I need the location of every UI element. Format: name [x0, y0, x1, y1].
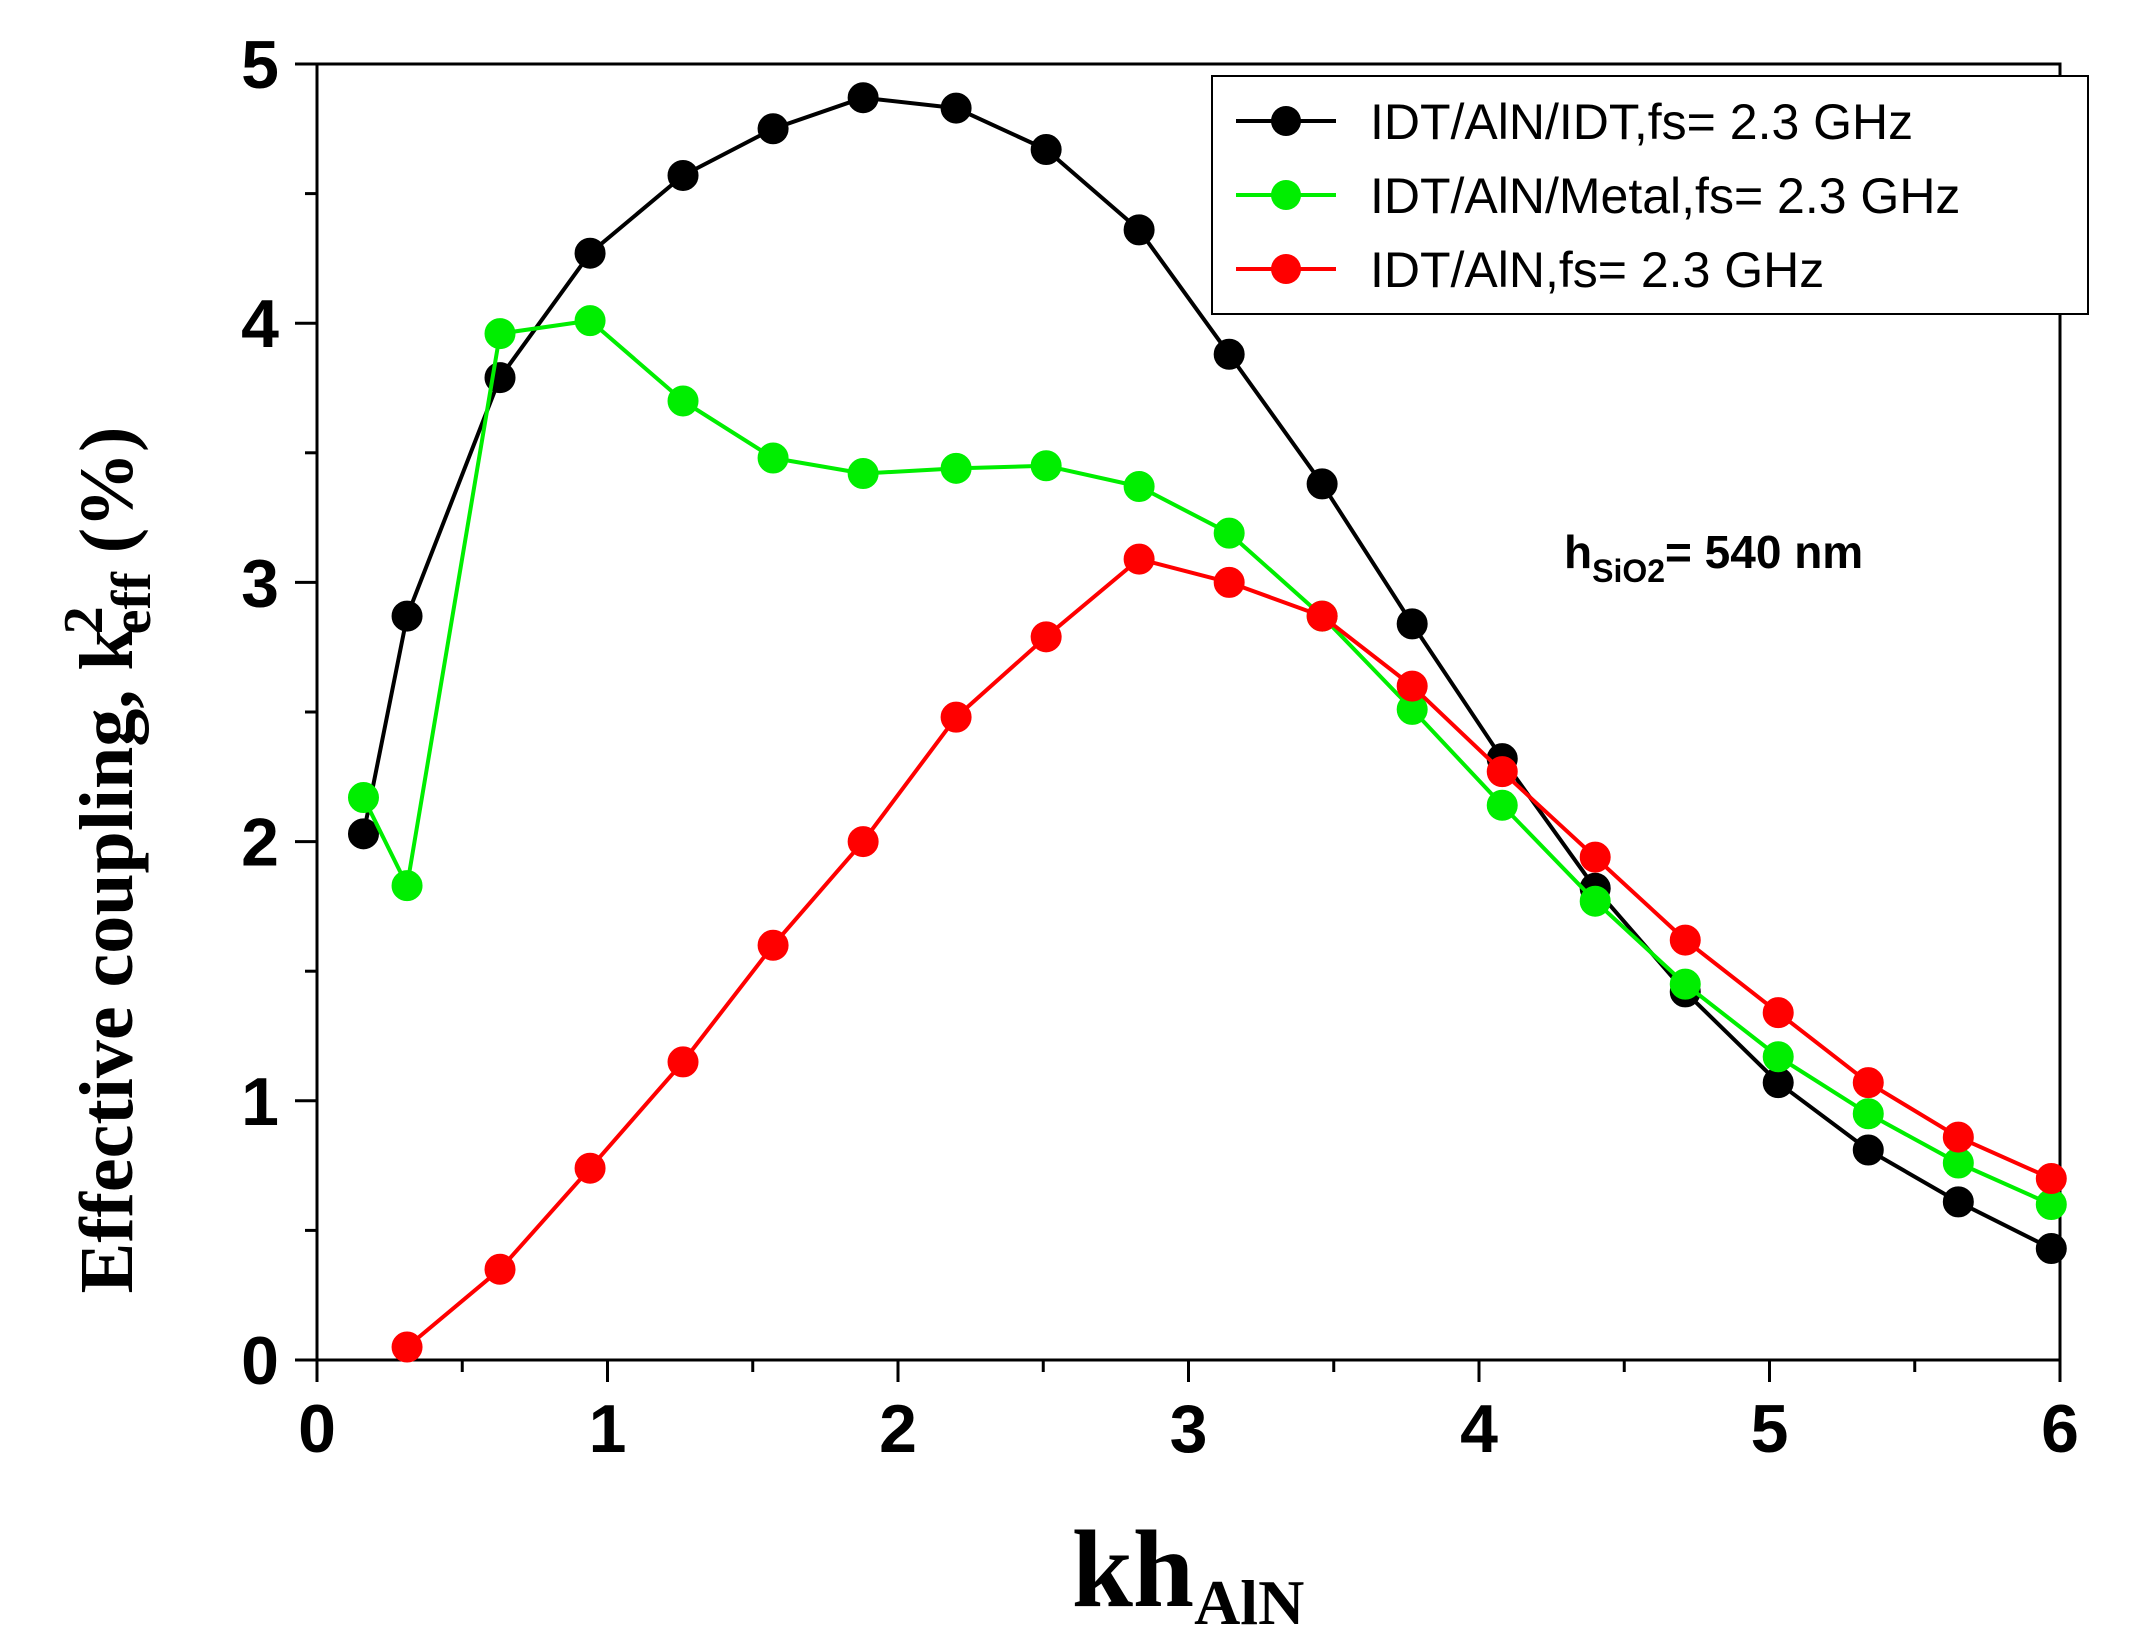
ticks: 0 1 2 3 4 5 6 0 1 2 3 4 5 — [241, 27, 2079, 1467]
data-point — [391, 870, 423, 902]
data-point — [1669, 968, 1701, 1000]
y-axis-title-sup: 2 — [53, 606, 115, 634]
data-point — [847, 458, 879, 490]
data-point — [391, 600, 423, 632]
data-point — [1669, 924, 1701, 956]
annotation-prefix: h — [1564, 526, 1592, 578]
series-line — [405, 557, 2053, 1349]
x-axis-title-main: kh — [1072, 1508, 1194, 1630]
y-tick-label: 5 — [241, 27, 279, 103]
legend-item: IDT/AlN/IDT,fs= 2.3 GHz — [1236, 94, 1913, 150]
legend-label: IDT/AlN,fs= 2.3 GHz — [1370, 242, 1824, 298]
data-point — [1852, 1098, 1884, 1130]
y-axis-title-unit: (%) — [65, 427, 149, 573]
data-point — [1396, 608, 1428, 640]
x-tick-label: 3 — [1170, 1391, 1208, 1467]
data-point — [1030, 621, 1062, 653]
x-tick-label: 5 — [1751, 1391, 1789, 1467]
legend-swatch-marker — [1271, 106, 1301, 136]
data-point — [1852, 1134, 1884, 1166]
data-point — [667, 159, 699, 191]
annotation: hSiO2= 540 nm — [1564, 526, 1863, 589]
x-tick-label: 4 — [1460, 1391, 1498, 1467]
x-tick-label: 1 — [589, 1391, 627, 1467]
x-tick-label: 6 — [2041, 1391, 2079, 1467]
data-point — [574, 305, 606, 337]
y-axis-title-main: Effective coupling, k — [65, 628, 149, 1294]
data-point — [1123, 543, 1155, 575]
data-point — [1213, 566, 1245, 598]
legend-swatch-marker — [1271, 180, 1301, 210]
data-point — [1942, 1186, 1974, 1218]
data-point — [1123, 470, 1155, 502]
data-point — [847, 826, 879, 858]
data-point — [1942, 1121, 1974, 1153]
legend-item: IDT/AlN/Metal,fs= 2.3 GHz — [1236, 168, 1960, 224]
data-point — [1762, 1041, 1794, 1073]
data-point — [1213, 517, 1245, 549]
data-point — [2035, 1163, 2067, 1195]
y-tick-label: 3 — [241, 545, 279, 621]
x-tick-label: 0 — [298, 1391, 336, 1467]
series-1 — [347, 305, 2067, 1220]
data-point — [484, 318, 516, 350]
data-point — [1486, 756, 1518, 788]
data-point — [1306, 468, 1338, 500]
data-point — [1579, 885, 1611, 917]
data-point — [1123, 214, 1155, 246]
data-point — [757, 442, 789, 474]
legend-frame — [1211, 75, 2089, 315]
annotation-suffix: = 540 nm — [1665, 526, 1863, 578]
y-axis-title-sub: eff — [101, 571, 163, 635]
series-2 — [391, 543, 2067, 1363]
legend-label: IDT/AlN/Metal,fs= 2.3 GHz — [1370, 168, 1960, 224]
data-point — [1486, 789, 1518, 821]
data-point — [574, 1152, 606, 1184]
annotation-sub: SiO2 — [1592, 553, 1665, 589]
x-axis-title: khAlN — [1072, 1508, 1305, 1638]
y-tick-label: 1 — [241, 1064, 279, 1140]
x-tick-label: 2 — [879, 1391, 917, 1467]
y-tick-label: 2 — [241, 805, 279, 881]
data-point — [391, 1331, 423, 1363]
legend-item: IDT/AlN,fs= 2.3 GHz — [1236, 242, 1824, 298]
data-point — [1030, 134, 1062, 166]
series-line — [361, 95, 2053, 1251]
data-point — [1213, 338, 1245, 370]
data-point — [574, 237, 606, 269]
data-point — [1579, 841, 1611, 873]
series-line — [361, 318, 2053, 1207]
data-point — [484, 1253, 516, 1285]
series-0 — [347, 82, 2067, 1265]
data-point — [347, 782, 379, 814]
data-point — [847, 82, 879, 114]
data-point — [1852, 1067, 1884, 1099]
data-point — [1396, 670, 1428, 702]
data-point — [667, 385, 699, 417]
legend: IDT/AlN/IDT,fs= 2.3 GHz IDT/AlN/Metal,fs… — [1211, 75, 2089, 315]
y-axis-title: Effective coupling, k2eff (%) — [53, 427, 163, 1294]
data-point — [757, 929, 789, 961]
legend-swatch-marker — [1271, 254, 1301, 284]
legend-label: IDT/AlN/IDT,fs= 2.3 GHz — [1370, 94, 1913, 150]
y-tick-label: 0 — [241, 1323, 279, 1399]
data-point — [757, 113, 789, 145]
data-point — [940, 452, 972, 484]
data-point — [940, 92, 972, 124]
x-axis-title-sub: AlN — [1194, 1567, 1304, 1638]
data-point — [1762, 997, 1794, 1029]
data-point — [2035, 1233, 2067, 1265]
series-layer — [347, 82, 2067, 1363]
data-point — [940, 701, 972, 733]
data-point — [667, 1046, 699, 1078]
y-tick-label: 4 — [241, 286, 279, 362]
data-point — [1030, 450, 1062, 482]
data-point — [1306, 600, 1338, 632]
data-point — [347, 818, 379, 850]
